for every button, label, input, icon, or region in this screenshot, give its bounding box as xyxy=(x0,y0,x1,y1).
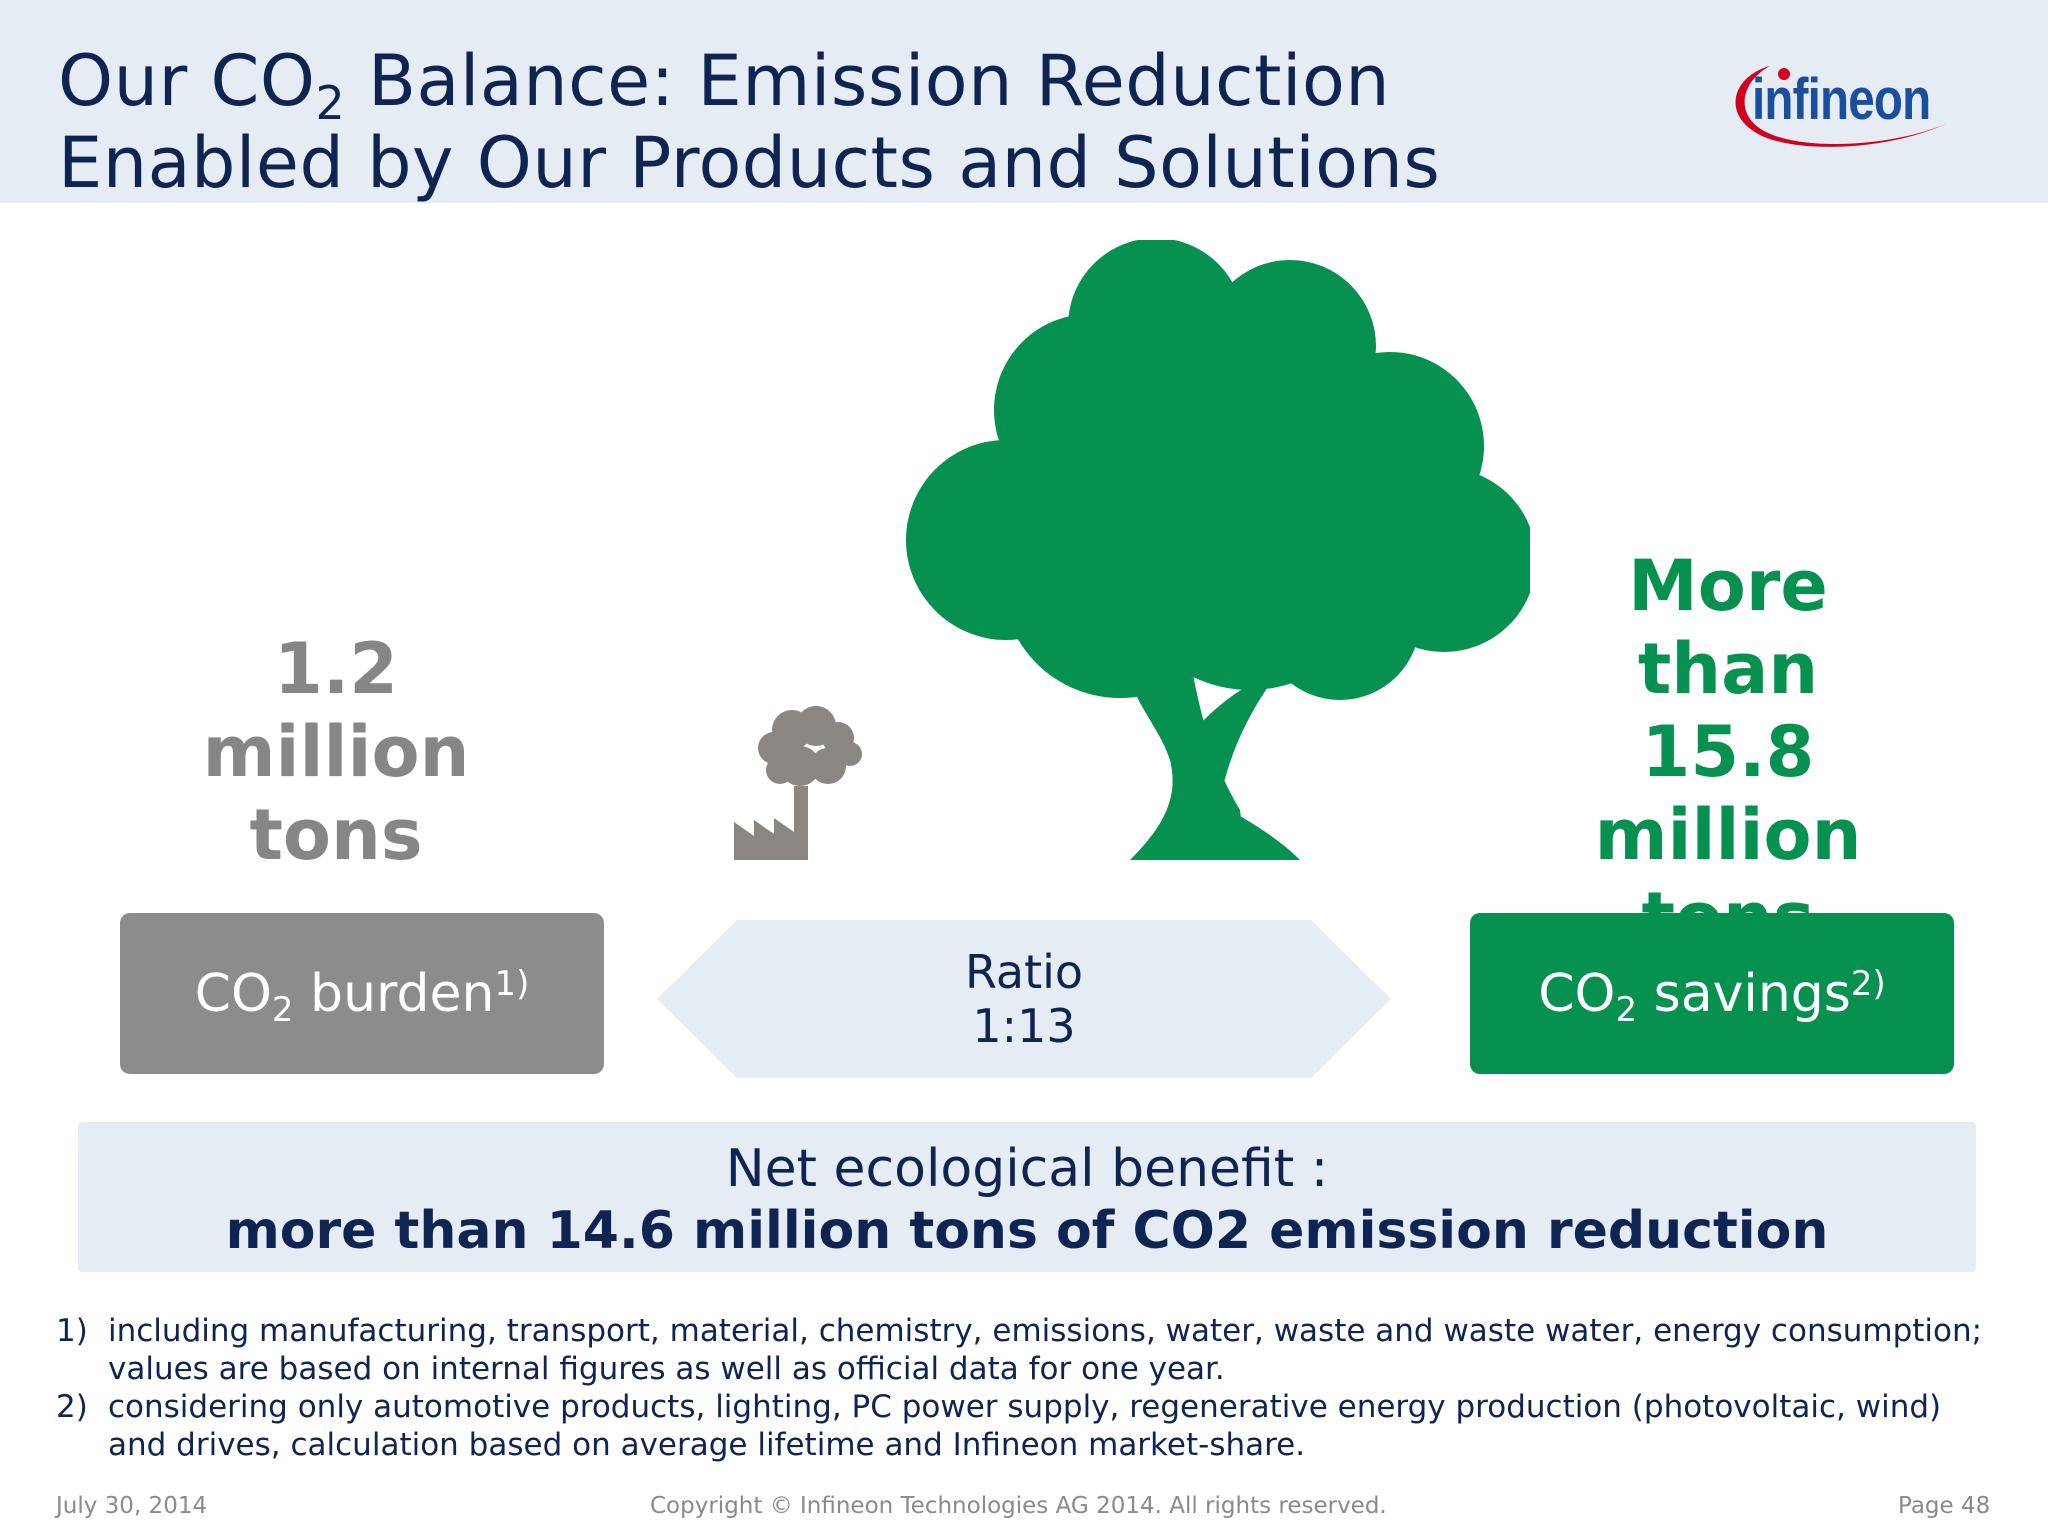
co2-savings-label: CO2 savings2) xyxy=(1538,963,1886,1027)
ratio-value: 1:13 xyxy=(972,999,1076,1053)
co2-burden-label: CO2 burden1) xyxy=(194,963,530,1027)
burden-amount-unit: tons xyxy=(249,794,423,876)
label-text: burden xyxy=(293,963,495,1024)
net-benefit-value: more than 14.6 million tons of CO2 emiss… xyxy=(225,1201,1829,1261)
label-text: CO xyxy=(194,963,272,1024)
co2-savings-box: CO2 savings2) xyxy=(1470,913,1954,1074)
ratio-hexagon xyxy=(657,920,1391,1078)
title-subscript: 2 xyxy=(315,76,346,130)
tree-icon xyxy=(906,240,1530,860)
header-band xyxy=(0,0,2048,203)
slide-title: Our CO2 Balance: Emission Reduction Enab… xyxy=(58,40,1440,204)
footnote-text: including manufacturing, transport, mate… xyxy=(108,1313,1983,1387)
ratio-title: Ratio xyxy=(964,945,1084,999)
net-benefit-label: Net ecological benefit : xyxy=(725,1139,1329,1199)
co2-burden-box: CO2 burden1) xyxy=(120,913,604,1074)
title-text: Our CO xyxy=(58,40,316,122)
logo-wordmark: infineon xyxy=(1752,67,1931,132)
title-line-1: Our CO2 Balance: Emission Reduction xyxy=(58,40,1391,126)
ratio-label: Ratio 1:13 xyxy=(858,945,1190,1053)
label-text: savings xyxy=(1637,963,1851,1024)
title-text: Balance: Emission Reduction xyxy=(345,40,1391,122)
footer-page-number: Page 48 xyxy=(1898,1493,1991,1519)
footnote-marker: 2) xyxy=(56,1389,88,1425)
footnote-text: considering only automotive products, li… xyxy=(108,1389,1942,1463)
footnote-reference: 2) xyxy=(1850,963,1886,1004)
title-line-2: Enabled by Our Products and Solutions xyxy=(58,122,1441,204)
savings-amount: More than 15.8 million tons xyxy=(1528,545,1928,960)
burden-amount-unit: million xyxy=(202,711,470,793)
footer-copyright: Copyright © Infineon Technologies AG 201… xyxy=(650,1493,1387,1519)
factory-icon xyxy=(734,706,862,860)
infineon-logo xyxy=(1735,66,1950,147)
burden-amount-number: 1.2 xyxy=(273,628,398,710)
savings-amount-unit: million xyxy=(1594,794,1862,876)
label-text: CO xyxy=(1538,963,1616,1024)
savings-amount-prefix: More than xyxy=(1628,545,1828,710)
footnotes: 1) including manufacturing, transport, m… xyxy=(56,1312,1996,1464)
footnote-item: 1) including manufacturing, transport, m… xyxy=(56,1312,1996,1388)
net-benefit-box: Net ecological benefit : more than 14.6 … xyxy=(78,1122,1976,1272)
footer-date: July 30, 2014 xyxy=(56,1493,208,1519)
label-subscript: 2 xyxy=(271,989,294,1030)
label-subscript: 2 xyxy=(1615,989,1638,1030)
footnote-item: 2) considering only automotive products,… xyxy=(56,1388,1996,1464)
savings-amount-number: 15.8 xyxy=(1641,711,1815,793)
burden-amount: 1.2 million tons xyxy=(136,628,536,877)
footnote-reference: 1) xyxy=(494,963,530,1004)
footnote-marker: 1) xyxy=(56,1313,88,1349)
